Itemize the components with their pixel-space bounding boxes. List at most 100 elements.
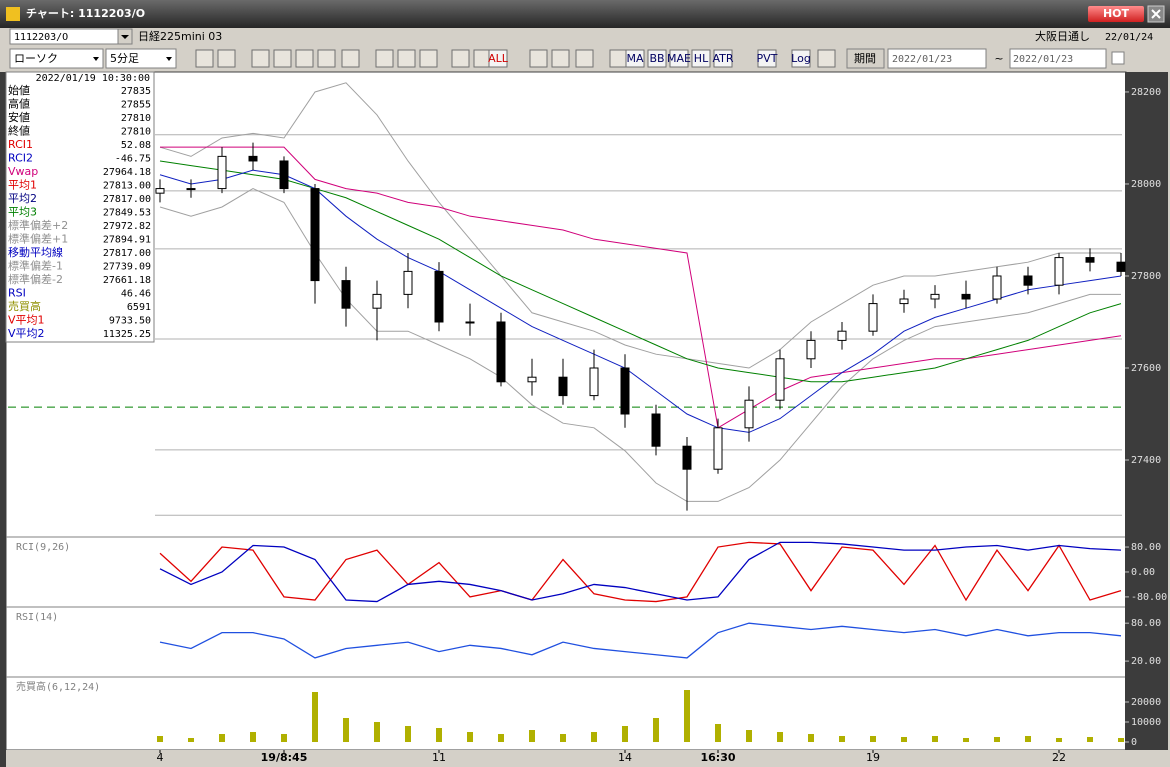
- overlay-line: [159, 82, 1121, 369]
- volume-bar: [839, 736, 845, 742]
- info-label: 標準偏差-2: [8, 272, 63, 286]
- info-value: 27894.91: [103, 235, 151, 246]
- hot-button[interactable]: [1088, 6, 1144, 22]
- candle-body: [651, 413, 661, 447]
- dropdown-arrow: [93, 57, 99, 61]
- candle-body: [1023, 275, 1033, 286]
- volume-bar: [808, 734, 814, 742]
- panel-title: RSI(14): [16, 612, 58, 623]
- from-date[interactable]: [887, 48, 987, 69]
- info-label: 標準偏差+1: [8, 232, 68, 246]
- tool-button-label: HL: [694, 52, 709, 65]
- indicator-line: [159, 541, 1122, 603]
- info-value: -46.75: [115, 154, 151, 165]
- info-value: 27810: [121, 127, 151, 138]
- info-value: 46.46: [121, 289, 151, 300]
- info-value: 27835: [121, 86, 151, 97]
- info-label: 標準偏差+2: [8, 218, 68, 232]
- x-tick-label: 14: [618, 751, 632, 764]
- info-value: 27813.00: [103, 181, 151, 192]
- tool-icon: [419, 49, 438, 68]
- volume-bar: [467, 732, 473, 742]
- tool-button-label: ALL: [488, 52, 509, 65]
- tool-icon: [273, 49, 292, 68]
- info-label: V平均1: [8, 314, 45, 327]
- period-button[interactable]: [846, 48, 885, 69]
- candle-body: [837, 330, 847, 341]
- candle-body: [217, 155, 227, 190]
- volume-bar: [994, 737, 1000, 742]
- x-tick-label: 19: [866, 751, 880, 764]
- tool-button[interactable]: [691, 49, 711, 68]
- volume-bar: [188, 738, 194, 742]
- candle-body: [1085, 257, 1095, 263]
- chart-type-select[interactable]: [9, 48, 104, 69]
- candle-body: [775, 358, 785, 401]
- volume-bar: [777, 732, 783, 742]
- info-label: 安値: [8, 110, 30, 124]
- tool-icon: [251, 49, 270, 68]
- candle-body: [496, 321, 506, 383]
- info-panel: [5, 71, 155, 343]
- candle-body: [248, 155, 258, 162]
- y-tick-label: 20.00: [1131, 656, 1161, 667]
- tool-icon: [575, 49, 594, 68]
- chart-type: ローソク: [14, 52, 58, 65]
- tool-icon: [317, 49, 336, 68]
- volume-bar: [591, 732, 597, 742]
- info-value: 52.08: [121, 140, 151, 151]
- candle-body: [589, 367, 599, 397]
- volume-bar: [715, 724, 721, 742]
- info-value: 27817.00: [103, 194, 151, 205]
- panel-title: RCI(9,26): [16, 542, 70, 553]
- info-label: RSI: [8, 287, 26, 300]
- info-label: 高値: [8, 97, 30, 111]
- tool-button[interactable]: [669, 49, 689, 68]
- volume-bar: [374, 722, 380, 742]
- candle-body: [341, 280, 351, 309]
- dropdown-arrow: [166, 57, 172, 61]
- candle-body: [527, 376, 537, 383]
- info-label: 平均2: [8, 192, 37, 205]
- tool-icon: [195, 49, 214, 68]
- window-title: チャート: 1112203/O: [26, 7, 145, 20]
- y-tick-label: 80.00: [1131, 542, 1161, 553]
- volume-bar: [1025, 736, 1031, 742]
- volume-bar: [746, 730, 752, 742]
- tool-icon: [397, 49, 416, 68]
- volume-bar: [157, 736, 163, 742]
- y-tick-label: -80.00: [1131, 592, 1167, 603]
- volume-bar: [405, 726, 411, 742]
- period-label[interactable]: 期間: [854, 52, 876, 65]
- tool-button[interactable]: [757, 49, 777, 68]
- y-tick-label: 0.00: [1131, 567, 1155, 578]
- tool-button[interactable]: [713, 49, 733, 68]
- info-label: V平均2: [8, 327, 45, 340]
- hot-label[interactable]: HOT: [1103, 7, 1130, 20]
- tool-button[interactable]: [647, 49, 667, 68]
- info-label: RCI2: [8, 152, 33, 165]
- tool-button[interactable]: [488, 49, 508, 68]
- volume-bar: [870, 736, 876, 742]
- volume-bar: [312, 692, 318, 742]
- tool-button[interactable]: [625, 49, 645, 68]
- interval-select[interactable]: [105, 48, 177, 69]
- time-axis-bg: [6, 750, 1168, 767]
- info-value: 27739.09: [103, 262, 151, 273]
- y-tick-label: 27800: [1131, 271, 1161, 282]
- info-datetime: 2022/01/19 10:30:00: [36, 73, 150, 84]
- price-axis-bg: [1125, 72, 1168, 750]
- tool-icon: [529, 49, 548, 68]
- volume-bar: [498, 734, 504, 742]
- tool-button[interactable]: [791, 49, 811, 68]
- overlay-line: [159, 169, 1122, 433]
- y-tick-label: 10000: [1131, 717, 1161, 728]
- to-date[interactable]: [1009, 48, 1107, 69]
- tool-button-label: MAE: [667, 52, 691, 65]
- tool-button-label: BB: [649, 52, 664, 65]
- y-tick-label: 0: [1131, 737, 1137, 748]
- checkbox[interactable]: [1111, 51, 1125, 65]
- close-icon: [1151, 9, 1161, 19]
- tool-icon: [341, 49, 360, 68]
